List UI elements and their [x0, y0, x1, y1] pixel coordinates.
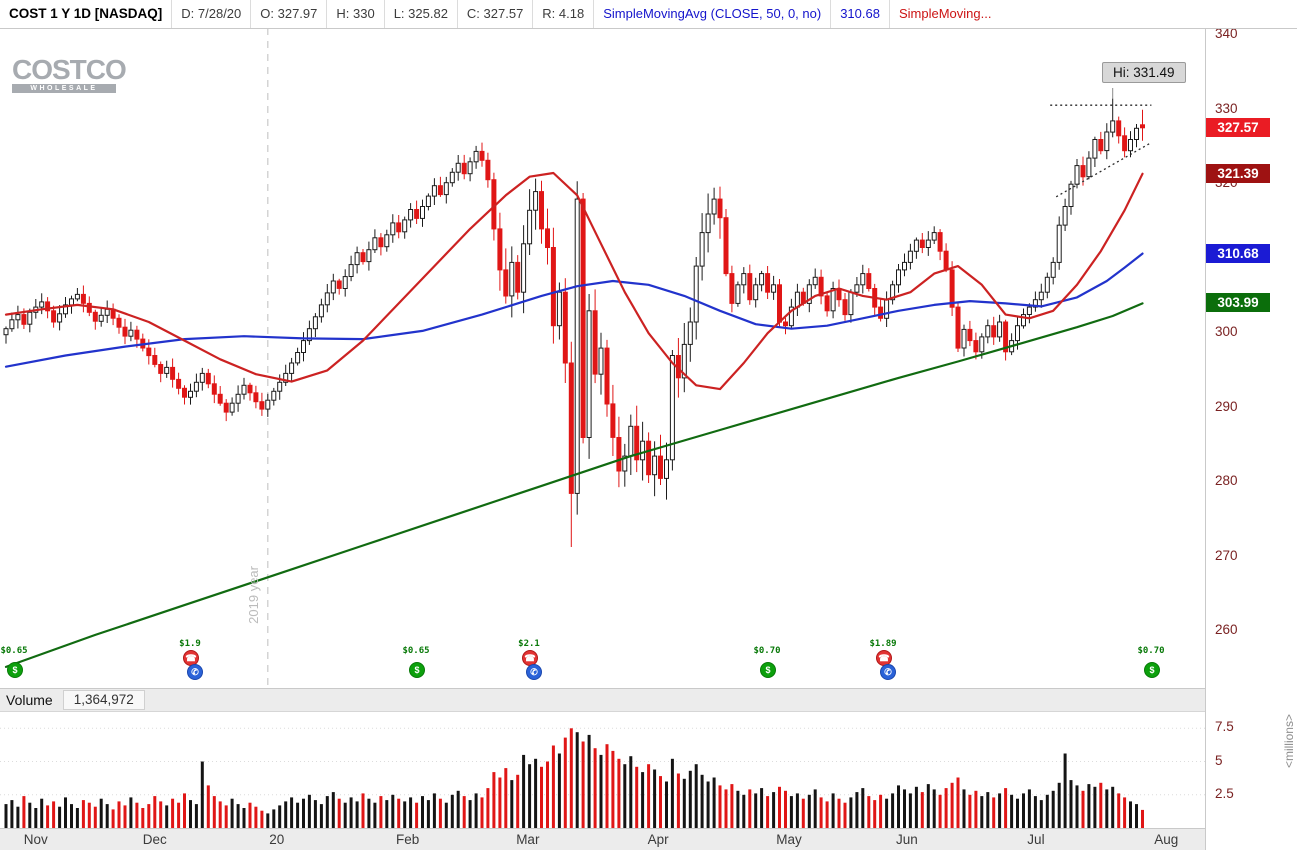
price-level-badge: 321.39 — [1206, 163, 1270, 183]
x-axis-label: Aug — [1154, 832, 1179, 847]
conference-call-icon[interactable]: ✆ — [880, 664, 896, 680]
price-tick-label: 340 — [1215, 26, 1238, 42]
year-divider-label: 2019 year — [246, 566, 261, 624]
volume-value: 1,364,972 — [62, 690, 145, 710]
x-axis-label: Dec — [142, 832, 167, 847]
volume-tick-label: 7.5 — [1215, 719, 1234, 735]
price-axis[interactable]: <millions> 3403303203103002902802702607.… — [1205, 0, 1297, 850]
study-sma50-value: 310.68 — [831, 0, 890, 28]
chart-header-bar: COST 1 Y 1D [NASDAQ] D: 7/28/20 O: 327.9… — [0, 0, 1297, 29]
header-high: H: 330 — [327, 0, 385, 28]
costco-logo: COSTCO WHOLESALE — [12, 54, 127, 93]
symbol-title[interactable]: COST 1 Y 1D [NASDAQ] — [0, 0, 173, 28]
x-axis-label: Jun — [895, 832, 918, 847]
price-level-badge: 327.57 — [1206, 117, 1270, 137]
price-tick-label: 290 — [1215, 398, 1238, 414]
dividend-icon[interactable]: $ — [7, 662, 23, 678]
price-tick-label: 260 — [1215, 622, 1238, 638]
dividend-icon[interactable]: $ — [1144, 662, 1160, 678]
event-label: $0.70 — [753, 646, 781, 656]
chart-area[interactable] — [0, 0, 1205, 850]
x-axis-label: Apr — [647, 832, 669, 847]
volume-unit-label: <millions> — [1282, 714, 1296, 769]
conference-call-icon[interactable]: ✆ — [526, 664, 542, 680]
x-axis-label: 20 — [269, 832, 285, 847]
price-tick-label: 280 — [1215, 473, 1238, 489]
dividend-icon[interactable]: $ — [760, 662, 776, 678]
candlestick-chart — [0, 28, 1205, 829]
event-label: $0.65 — [402, 646, 430, 656]
volume-tick-label: 2.5 — [1215, 785, 1234, 801]
study-sma2-label[interactable]: SimpleMoving... — [898, 6, 992, 21]
volume-pane-title[interactable]: Volume — [6, 692, 53, 708]
time-axis: Nov Dec 20 Feb Mar Apr May Jun Jul Aug — [0, 828, 1205, 850]
costco-logo-text: COSTCO — [12, 54, 127, 85]
header-low: L: 325.82 — [385, 0, 458, 28]
dividend-icon[interactable]: $ — [409, 662, 425, 678]
event-label: $1.9 — [179, 639, 201, 649]
header-range: R: 4.18 — [533, 0, 595, 28]
header-date: D: 7/28/20 — [172, 0, 252, 28]
price-level-badge: 310.68 — [1206, 243, 1270, 263]
costco-logo-wholesale: WHOLESALE — [12, 84, 116, 93]
price-tick-label: 330 — [1215, 100, 1238, 116]
volume-tick-label: 5 — [1215, 752, 1223, 768]
conference-call-icon[interactable]: ✆ — [187, 664, 203, 680]
x-axis-label: Nov — [23, 832, 48, 847]
price-level-badge: 303.99 — [1206, 293, 1270, 313]
event-label: $0.65 — [0, 646, 28, 656]
x-axis-label: Mar — [516, 832, 540, 847]
x-axis-label: May — [776, 832, 802, 847]
volume-pane-header: Volume 1,364,972 — [0, 688, 1205, 712]
event-label: $1.89 — [869, 639, 897, 649]
earnings-icon[interactable]: ☎ — [522, 650, 538, 666]
price-tick-label: 300 — [1215, 324, 1238, 340]
x-axis-label: Jul — [1027, 832, 1045, 847]
header-open: O: 327.97 — [251, 0, 328, 28]
header-close: C: 327.57 — [458, 0, 534, 28]
price-tick-label: 270 — [1215, 547, 1238, 563]
event-label: $0.70 — [1137, 646, 1165, 656]
x-axis-label: Feb — [395, 832, 420, 847]
event-label: $2.1 — [518, 639, 540, 649]
high-tooltip: Hi: 331.49 — [1102, 62, 1186, 83]
study-sma50-label[interactable]: SimpleMovingAvg (CLOSE, 50, 0, no) — [594, 0, 832, 28]
